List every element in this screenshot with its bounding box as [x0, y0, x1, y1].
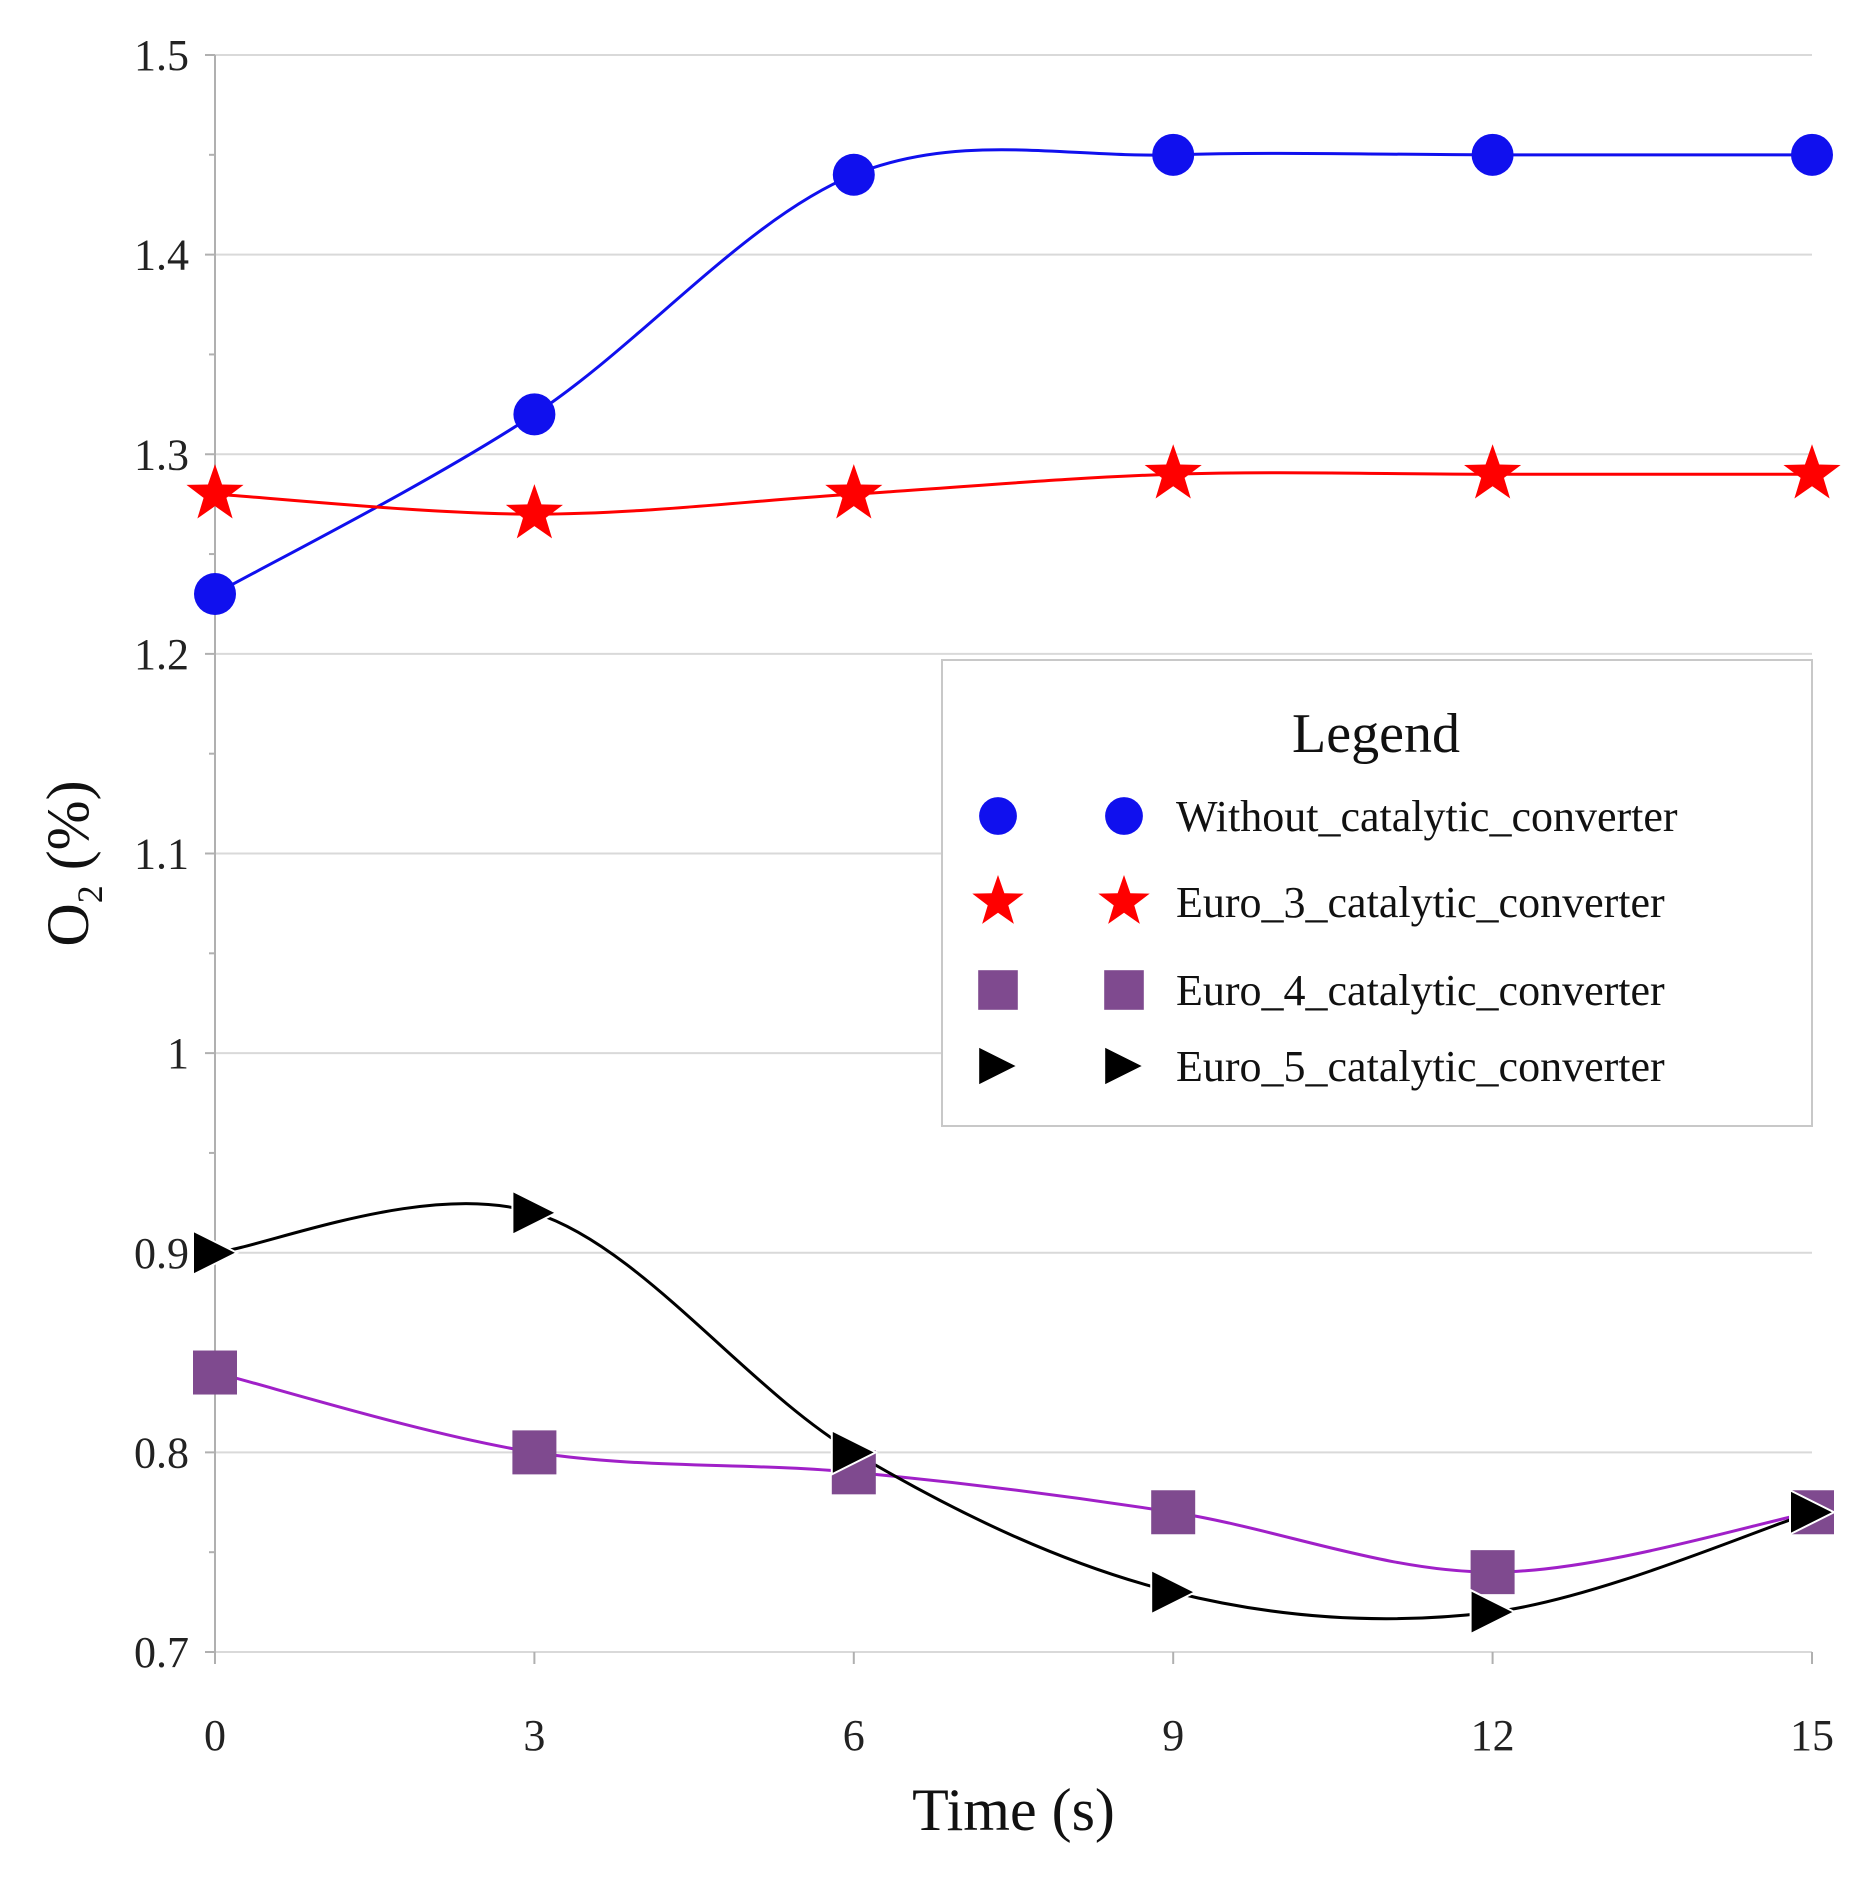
legend-label: Euro_3_catalytic_converter	[1176, 878, 1665, 927]
legend-label: Without_catalytic_converter	[1176, 792, 1678, 841]
data-point-Euro_3_catalytic_converter	[186, 464, 244, 519]
svg-text:O2 (%): O2 (%)	[35, 780, 110, 946]
data-point-Euro_4_catalytic_converter	[1470, 1550, 1515, 1595]
series-line-Euro_5_catalytic_converter	[214, 1202, 1813, 1621]
y-tick-label: 1.1	[134, 830, 189, 879]
legend-marker-Euro_5_catalytic_converter	[977, 1044, 1021, 1088]
legend-label: Euro_5_catalytic_converter	[1176, 1042, 1665, 1091]
data-point-Euro_4_catalytic_converter	[512, 1430, 557, 1475]
y-tick-label: 0.8	[134, 1428, 189, 1477]
data-point-Euro_4_catalytic_converter	[193, 1350, 237, 1395]
y-axis-title: O2 (%)	[35, 780, 110, 946]
x-tick-label: 6	[843, 1711, 865, 1760]
y-tick-label: 1.5	[134, 31, 189, 80]
data-point-Without_catalytic_converter	[1791, 133, 1833, 176]
x-axis-title: Time (s)	[912, 1777, 1115, 1843]
y-axis-title-main: O	[35, 903, 101, 946]
data-point-Without_catalytic_converter	[832, 153, 875, 196]
x-tick-label: 3	[523, 1711, 545, 1760]
data-point-Euro_3_catalytic_converter	[1464, 444, 1522, 499]
y-tick-label: 1.4	[134, 231, 189, 280]
legend-marker-Euro_3_catalytic_converter	[972, 875, 1024, 924]
y-tick-label: 0.7	[134, 1628, 189, 1677]
y-tick-label: 1	[167, 1029, 189, 1078]
legend-marker-Euro_5_catalytic_converter	[1103, 1044, 1147, 1088]
data-point-Euro_3_catalytic_converter	[1144, 444, 1202, 499]
series-markers	[186, 133, 1841, 1636]
data-point-Euro_5_catalytic_converter	[1469, 1588, 1517, 1636]
data-point-Euro_5_catalytic_converter	[1789, 1488, 1837, 1536]
data-point-Euro_5_catalytic_converter	[511, 1189, 559, 1237]
data-point-Without_catalytic_converter	[194, 572, 236, 615]
y-axis-title-subscript: 2	[70, 885, 110, 903]
data-point-Euro_3_catalytic_converter	[1783, 444, 1841, 499]
x-tick-label: 12	[1471, 1711, 1515, 1760]
legend-marker-Without_catalytic_converter	[979, 797, 1017, 835]
data-point-Euro_5_catalytic_converter	[830, 1428, 879, 1476]
legend-marker-Euro_4_catalytic_converter	[978, 970, 1018, 1010]
legend: Legend Without_catalytic_converter Euro_3…	[941, 659, 1813, 1127]
data-point-Without_catalytic_converter	[513, 393, 556, 436]
data-point-Euro_5_catalytic_converter	[1150, 1568, 1198, 1616]
data-point-Euro_5_catalytic_converter	[192, 1229, 240, 1277]
y-tick-label: 1.2	[134, 630, 189, 679]
legend-marker-Euro_3_catalytic_converter	[1098, 875, 1150, 924]
x-tick-label: 15	[1790, 1711, 1834, 1760]
data-point-Euro_4_catalytic_converter	[1151, 1490, 1196, 1535]
series-line-Euro_4_catalytic_converter	[214, 1371, 1813, 1574]
x-tick-label: 0	[204, 1711, 226, 1760]
y-axis-title-unit: (%)	[35, 780, 101, 885]
series-line-Without_catalytic_converter	[214, 148, 1812, 596]
y-tick-label: 0.9	[134, 1229, 189, 1278]
legend-box	[941, 659, 1813, 1127]
data-point-Euro_3_catalytic_converter	[825, 464, 883, 519]
data-point-Without_catalytic_converter	[1152, 133, 1195, 176]
x-tick-label: 9	[1162, 1711, 1184, 1760]
legend-marker-Without_catalytic_converter	[1105, 797, 1143, 835]
series-lines	[214, 148, 1813, 1621]
series-line-Euro_3_catalytic_converter	[214, 471, 1812, 516]
legend-marker-Euro_4_catalytic_converter	[1104, 970, 1144, 1010]
legend-entries: Without_catalytic_converter Euro_3_cataly…	[972, 792, 1678, 1091]
y-tick-label: 1.3	[134, 430, 189, 479]
data-point-Euro_3_catalytic_converter	[505, 484, 563, 539]
data-point-Without_catalytic_converter	[1471, 133, 1514, 176]
legend-title: Legend	[1292, 703, 1460, 765]
legend-label: Euro_4_catalytic_converter	[1176, 966, 1665, 1015]
grid	[215, 54, 1812, 1653]
